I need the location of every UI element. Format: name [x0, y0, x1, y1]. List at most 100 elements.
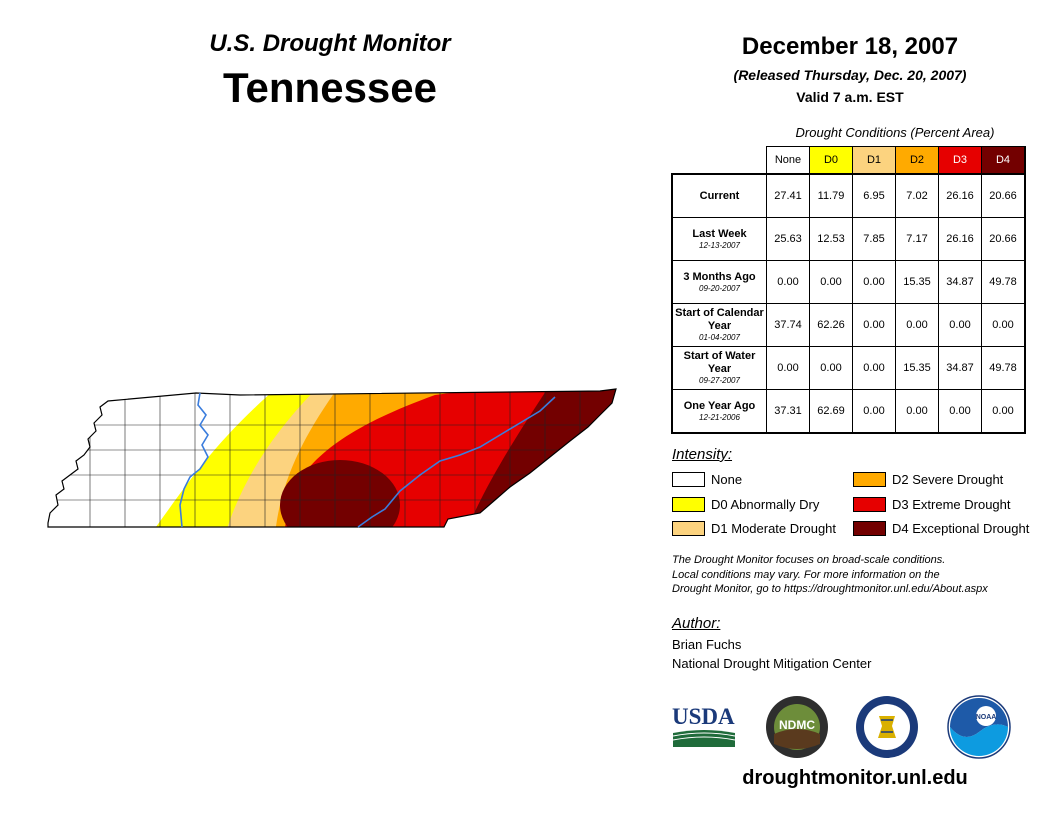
table-cell: 0.00: [852, 346, 896, 390]
table-cell: 20.66: [981, 217, 1026, 261]
tennessee-river-west: [179, 392, 209, 528]
legend-swatch: [672, 471, 705, 487]
table-cell: 26.16: [938, 217, 982, 261]
table-cell: 7.02: [895, 173, 939, 218]
legend-label: D0 Abnormally Dry: [711, 496, 820, 512]
column-header: None: [766, 146, 810, 175]
legend-item: D0 Abnormally Dry: [672, 495, 819, 513]
svg-text:NDMC: NDMC: [779, 718, 815, 732]
legend-item: D1 Moderate Drought: [672, 519, 836, 537]
legend-item: D3 Extreme Drought: [853, 495, 1011, 513]
tennessee-drought-map: [47, 388, 617, 528]
column-header: D0: [809, 146, 853, 175]
table-cell: 0.00: [766, 260, 810, 304]
table-cell: 34.87: [938, 346, 982, 390]
row-label-text: One Year Ago: [683, 399, 756, 412]
row-label: One Year Ago 12-21-2006: [671, 389, 767, 434]
note-line: Drought Monitor, go to https://droughtmo…: [672, 583, 988, 595]
note-line: Local conditions may vary. For more info…: [672, 568, 940, 581]
table-cell: 0.00: [981, 389, 1026, 434]
table-cell: 0.00: [852, 260, 896, 304]
row-label-text: Start of Calendar Year: [675, 307, 764, 332]
table-cell: 25.63: [766, 217, 810, 261]
state-title: Tennessee: [223, 64, 437, 111]
drought-zones: [48, 389, 616, 527]
row-label: Start of Water Year 09-27-2007: [671, 346, 767, 390]
table-row: Start of Calendar Year 01-04-2007 37.74 62.…: [671, 303, 1026, 347]
row-label: Last Week 12-13-2007: [671, 217, 767, 261]
row-date: 12-21-2006: [699, 412, 740, 422]
report-date: December 18, 2007: [741, 33, 959, 60]
table-cell: 34.87: [938, 260, 982, 304]
row-date: 01-04-2007: [699, 333, 740, 342]
table-cell: 0.00: [895, 389, 939, 434]
legend-label: D2 Severe Drought: [892, 471, 1004, 487]
legend-swatch: [672, 520, 705, 536]
svg-text:NOAA: NOAA: [976, 714, 997, 721]
table-cell: 0.00: [895, 303, 939, 347]
table-cell: 37.31: [766, 389, 810, 434]
table-header-row: None D0 D1 D2 D3 D4: [672, 146, 1026, 175]
table-cell: 7.17: [895, 217, 939, 261]
table-cell: 62.69: [809, 389, 853, 434]
svg-text:USDA: USDA: [672, 704, 735, 729]
table-cell: 49.78: [981, 260, 1026, 304]
table-cell: 7.85: [852, 217, 896, 261]
table-cell: 0.00: [938, 303, 982, 347]
table-cell: 6.95: [852, 173, 896, 218]
table-cell: 15.35: [895, 346, 939, 390]
author-heading: Author:: [672, 615, 721, 632]
county-lines: [48, 389, 616, 527]
row-label: Start of Calendar Year 01-04-2007: [671, 303, 767, 347]
legend-item: D4 Exceptional Drought: [853, 519, 1029, 537]
header-blank-cell: [672, 147, 767, 175]
legend-item: D2 Severe Drought: [853, 470, 1003, 488]
table-cell: 20.66: [981, 173, 1026, 218]
website-url[interactable]: droughtmonitor.unl.edu: [742, 767, 968, 789]
author-name: Brian Fuchs: [672, 637, 742, 652]
column-header: D4: [981, 146, 1026, 175]
table-row: One Year Ago 12-21-2006 37.31 62.69 0.00 0.00…: [671, 389, 1026, 434]
noaa-logo: NOAA: [947, 695, 1011, 759]
map-subtitle: U.S. Drought Monitor: [209, 30, 451, 57]
table-cell: 0.00: [766, 346, 810, 390]
table-row: Last Week 12-13-2007 25.63 12.53 7.85 7.17 26.…: [671, 217, 1026, 261]
column-header: D1: [852, 146, 896, 175]
row-label-text: Start of Water Year: [683, 350, 756, 375]
table-cell: 0.00: [809, 346, 853, 390]
table-cell: 0.00: [852, 389, 896, 434]
legend-swatch: [853, 471, 886, 487]
legend-swatch: [672, 496, 705, 512]
table-cell: 26.16: [938, 173, 982, 218]
ndmc-logo: NDMC: [766, 696, 828, 758]
table-row: 3 Months Ago 09-20-2007 0.00 0.00 0.00 15.35 3…: [671, 260, 1026, 304]
legend-swatch: [853, 496, 886, 512]
note-line: The Drought Monitor focuses on broad-sca…: [672, 554, 946, 566]
legend-label: None: [711, 471, 743, 487]
drought-conditions-table: None D0 D1 D2 D3 D4 Current 27.41 11.79 6.9…: [671, 146, 1026, 434]
table-cell: 0.00: [852, 303, 896, 347]
table-cell: 0.00: [809, 260, 853, 304]
row-date: 09-27-2007: [699, 376, 740, 385]
table-row: Start of Water Year 09-27-2007 0.00 0.00 0.0…: [671, 346, 1026, 390]
column-header: D3: [938, 146, 982, 175]
legend-swatch: [853, 520, 886, 536]
legend-label: D4 Exceptional Drought: [892, 520, 1030, 536]
table-cell: 0.00: [981, 303, 1026, 347]
table-cell: 15.35: [895, 260, 939, 304]
valid-time: Valid 7 a.m. EST: [796, 89, 904, 105]
release-date: (Released Thursday, Dec. 20, 2007): [733, 67, 967, 83]
doc-seal-logo: [856, 696, 918, 758]
row-label-text: Last Week: [692, 227, 747, 240]
row-label: Current: [671, 173, 767, 218]
disclaimer-note: The Drought Monitor focuses on broad-sca…: [672, 553, 1042, 597]
table-cell: 12.53: [809, 217, 853, 261]
legend-label: D3 Extreme Drought: [892, 496, 1011, 512]
author-organization: National Drought Mitigation Center: [672, 656, 872, 671]
legend-heading: Intensity:: [672, 446, 733, 463]
table-cell: 49.78: [981, 346, 1026, 390]
table-cell: 0.00: [938, 389, 982, 434]
column-header: D2: [895, 146, 939, 175]
usda-logo: USDA: [672, 704, 736, 747]
row-label-text: Current: [699, 189, 740, 202]
